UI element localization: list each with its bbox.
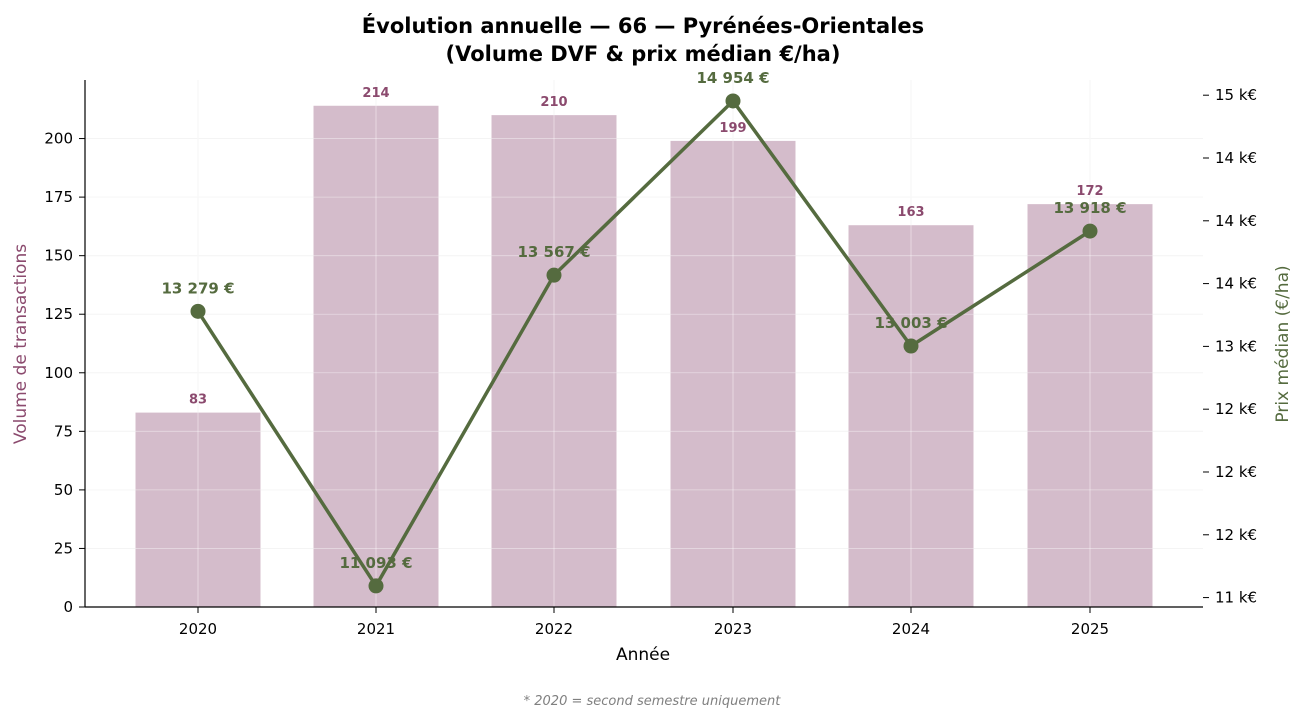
left-axis-label: Volume de transactions	[11, 244, 31, 444]
left-tick-label-200: 200	[44, 130, 73, 148]
x-tick-label-2021: 2021	[357, 620, 395, 638]
left-tick-label-50: 50	[54, 481, 73, 499]
price-label-2025: 13 918 €	[1053, 199, 1126, 217]
left-tick-label-175: 175	[44, 188, 73, 206]
left-tick-label-100: 100	[44, 364, 73, 382]
price-point-2025	[1082, 223, 1098, 239]
volume-bar-label-2020: 83	[189, 393, 207, 408]
left-tick-label-75: 75	[54, 422, 73, 440]
left-tick-label-125: 125	[44, 305, 73, 323]
chart-title-line1: Évolution annuelle — 66 — Pyrénées-Orien…	[362, 13, 924, 38]
right-tick-label-14500: 14 k€	[1215, 149, 1257, 167]
price-line-series	[190, 93, 1098, 594]
right-tick-label-11500: 12 k€	[1215, 526, 1257, 544]
x-axis-ticks: 2020 2021 2022 2023 2024 2025	[179, 607, 1109, 638]
x-tick-label-2025: 2025	[1071, 620, 1109, 638]
left-tick-label-0: 0	[63, 598, 73, 616]
price-label-2024: 13 003 €	[874, 314, 947, 332]
price-label-2023: 14 954 €	[696, 69, 769, 87]
left-tick-label-150: 150	[44, 247, 73, 265]
price-label-2020: 13 279 €	[161, 279, 234, 297]
volume-bar-label-2021: 214	[362, 86, 389, 101]
price-label-2021: 11 093 €	[339, 554, 412, 572]
volume-bar-label-2023: 199	[719, 121, 746, 136]
volume-bar-label-2024: 163	[897, 205, 924, 220]
x-tick-label-2023: 2023	[714, 620, 752, 638]
price-line	[196, 99, 1091, 588]
price-point-2024	[903, 338, 919, 354]
right-tick-label-12500: 12 k€	[1215, 400, 1257, 418]
right-tick-label-13500: 14 k€	[1215, 275, 1257, 293]
left-tick-label-25: 25	[54, 539, 73, 557]
footnote: * 2020 = second semestre uniquement	[524, 694, 782, 709]
price-label-2022: 13 567 €	[517, 243, 590, 261]
x-tick-label-2024: 2024	[892, 620, 930, 638]
price-point-2023	[725, 93, 741, 109]
x-tick-label-2022: 2022	[535, 620, 573, 638]
volume-bar-label-2022: 210	[540, 95, 567, 110]
right-tick-label-13000: 13 k€	[1215, 337, 1257, 355]
x-tick-label-2020: 2020	[179, 620, 217, 638]
right-axis-label: Prix médian (€/ha)	[1273, 265, 1293, 422]
right-tick-label-11000: 11 k€	[1215, 589, 1257, 607]
right-tick-label-15000: 15 k€	[1215, 86, 1257, 104]
price-point-2021	[368, 578, 384, 594]
price-point-2022	[546, 267, 562, 283]
price-point-2020	[190, 303, 206, 319]
right-tick-label-14000: 14 k€	[1215, 212, 1257, 230]
volume-bar-labels: 83 214 210 199 163 172	[189, 86, 1104, 408]
price-labels: 13 279 € 11 093 € 13 567 € 14 954 € 13 003 €…	[161, 69, 1126, 572]
volume-bar-label-2025: 172	[1076, 184, 1103, 199]
right-axis-ticks: 11 k€ 12 k€ 12 k€ 12 k€ 13 k€ 14 k€ 14 k€ 14 k€…	[1203, 86, 1257, 607]
left-axis-ticks: 0 25 50 75 100 125 150 175 200	[44, 130, 85, 616]
volume-bars	[85, 80, 1203, 608]
right-tick-label-12000: 12 k€	[1215, 463, 1257, 481]
x-axis-label: Année	[616, 645, 670, 665]
chart-title-line2: (Volume DVF & prix médian €/ha)	[446, 42, 841, 66]
